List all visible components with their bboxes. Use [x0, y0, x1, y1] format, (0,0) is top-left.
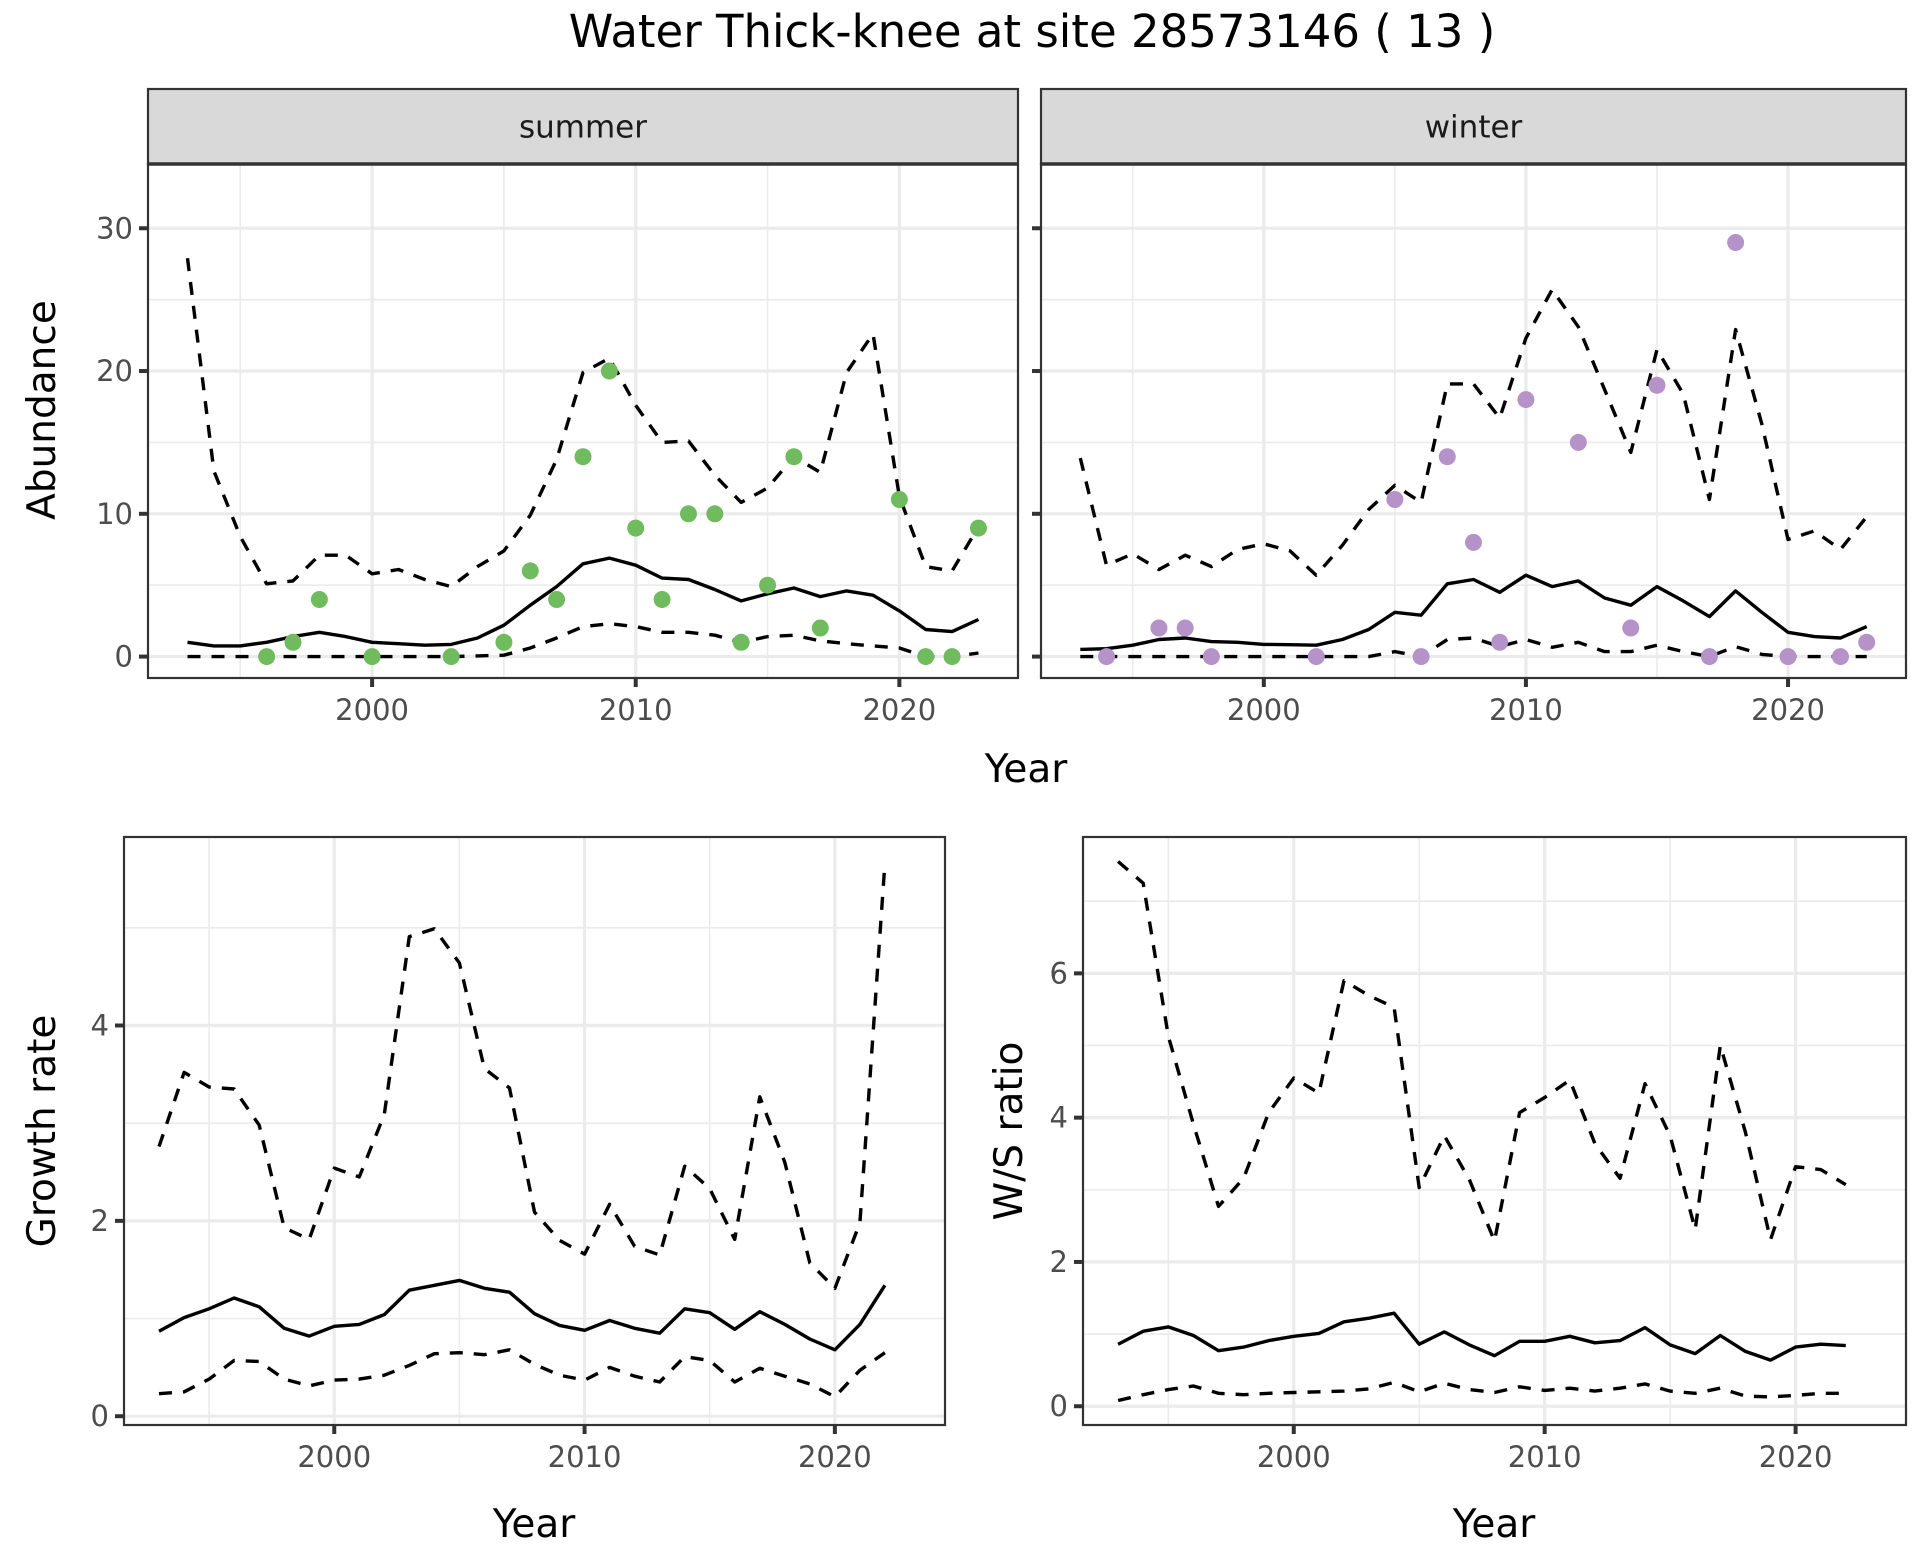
abundance-winter-point	[1858, 633, 1876, 651]
ws-ratio-x-tick-label: 2000	[1257, 1440, 1331, 1474]
abundance-summer-line-mean	[187, 556, 980, 648]
abundance-winter-line-mean	[1080, 573, 1868, 652]
ws-ratio-y-axis-title: W/S ratio	[987, 1042, 1032, 1221]
abundance-winter-point	[1412, 648, 1430, 666]
abundance-winter-point	[1491, 633, 1509, 651]
abundance-winter-x-tick-label: 2000	[1227, 693, 1301, 727]
abundance-summer-point	[521, 562, 539, 580]
ws-ratio-line-lower	[1117, 1380, 1846, 1403]
abundance-winter-point	[1569, 433, 1587, 451]
growth-rate-line-lower	[158, 1348, 886, 1399]
abundance-summer-point	[574, 448, 592, 466]
abundance-winter-x-tick-label: 2020	[1751, 693, 1825, 727]
abundance-winter-point	[1517, 391, 1535, 409]
abundance-summer-y-tick-label: 30	[96, 211, 133, 245]
abundance-summer-point	[890, 491, 908, 509]
abundance-summer-point	[600, 362, 618, 380]
abundance-winter-point	[1465, 533, 1482, 551]
growth-rate-y-tick-label: 4	[91, 1009, 109, 1043]
growth-rate-y-axis-title: Growth rate	[20, 1015, 65, 1248]
abundance-summer-y-tick-label: 0	[115, 640, 133, 674]
abundance-winter-point	[1622, 619, 1640, 637]
ws-ratio-panel: 2000 2010 2020 0 2 4 6	[1050, 835, 1908, 1474]
abundance-winter-point	[1700, 648, 1718, 666]
figure-title: Water Thick-knee at site 28573146 ( 13 )	[569, 5, 1496, 58]
growth-rate-line-upper	[157, 863, 887, 1291]
growth-rate-border	[122, 835, 947, 1427]
ws-ratio-grid	[1083, 837, 1906, 1425]
abundance-summer-panel: summer 2000 2010 2020 0 10 20 30	[96, 87, 1020, 727]
growth-rate-x-axis-title: Year	[492, 1502, 577, 1547]
growth-rate-x-tick-label: 2000	[297, 1440, 371, 1474]
abundance-summer-point	[679, 505, 697, 523]
growth-rate-x-tick-label: 2020	[798, 1440, 872, 1474]
abundance-summer-point	[653, 590, 671, 608]
abundance-winter-point	[1438, 448, 1456, 466]
abundance-winter-point	[1098, 648, 1116, 666]
abundance-winter-grid	[1041, 164, 1906, 678]
abundance-winter-point	[1202, 648, 1220, 666]
abundance-winter-point	[1779, 648, 1797, 666]
abundance-winter-point	[1386, 491, 1404, 509]
abundance-summer-x-tick-label: 2020	[862, 693, 936, 727]
abundance-winter-x-tick-label: 2010	[1489, 693, 1563, 727]
abundance-summer-point	[943, 648, 961, 666]
abundance-winter-point	[1648, 376, 1666, 394]
ws-ratio-line-upper	[1116, 860, 1847, 1243]
abundance-summer-point	[706, 505, 724, 523]
ws-ratio-x-axis-title: Year	[1452, 1502, 1537, 1547]
ws-ratio-y-tick-label: 2	[1050, 1245, 1068, 1279]
abundance-summer-point	[495, 633, 513, 651]
abundance-summer-point	[969, 519, 987, 537]
abundance-winter-strip	[1039, 87, 1908, 166]
abundance-winter-line-upper	[1078, 287, 1869, 577]
growth-rate-grid	[124, 837, 945, 1425]
ws-ratio-y-tick-label: 6	[1050, 956, 1068, 990]
abundance-winter-point	[1307, 648, 1325, 666]
abundance-winter-panel: winter 2000 2010 2020	[1032, 87, 1908, 727]
abundance-summer-y-tick-label: 10	[96, 497, 133, 531]
abundance-winter-point	[1727, 234, 1745, 252]
abundance-summer-point	[917, 648, 935, 666]
abundance-winter-point	[1831, 648, 1849, 666]
abundance-summer-point	[785, 448, 803, 466]
ws-ratio-y-tick-label: 4	[1050, 1101, 1068, 1135]
abundance-summer-point	[284, 633, 302, 651]
abundance-summer-y-tick-label: 20	[96, 354, 133, 388]
abundance-summer-point	[732, 633, 750, 651]
abundance-summer-point	[258, 648, 276, 666]
abundance-summer-point	[811, 619, 829, 637]
abundance-summer-line-lower	[187, 622, 979, 659]
abundance-winter-strip-label: winter	[1425, 110, 1523, 146]
ws-ratio-x-tick-label: 2020	[1759, 1440, 1833, 1474]
ws-ratio-y-tick-label: 0	[1050, 1389, 1068, 1423]
ws-ratio-x-tick-label: 2010	[1508, 1440, 1582, 1474]
growth-rate-y-tick-label: 0	[91, 1399, 109, 1433]
abundance-summer-point	[759, 576, 777, 594]
abundance-summer-x-tick-label: 2010	[599, 693, 673, 727]
abundance-winter-point	[1150, 619, 1168, 637]
abundance-summer-line-upper	[185, 257, 980, 589]
growth-rate-x-tick-label: 2010	[548, 1440, 622, 1474]
growth-rate-y-tick-label: 2	[91, 1204, 109, 1238]
abundance-summer-point	[442, 648, 460, 666]
abundance-summer-point	[627, 519, 645, 537]
ws-ratio-line-mean	[1117, 1311, 1846, 1362]
abundance-x-axis-title: Year	[984, 747, 1069, 792]
abundance-y-axis-title: Abundance	[20, 300, 65, 520]
ws-ratio-border	[1081, 835, 1908, 1427]
growth-rate-line-mean	[158, 1278, 887, 1352]
abundance-winter-point	[1176, 619, 1194, 637]
abundance-summer-x-tick-label: 2000	[335, 693, 409, 727]
abundance-summer-point	[548, 590, 566, 608]
abundance-summer-strip-label: summer	[519, 110, 647, 146]
abundance-summer-point	[310, 590, 328, 608]
abundance-summer-strip	[146, 87, 1020, 166]
abundance-summer-point	[363, 648, 381, 666]
growth-rate-panel: 2000 2010 2020 0 2 4	[91, 835, 947, 1474]
